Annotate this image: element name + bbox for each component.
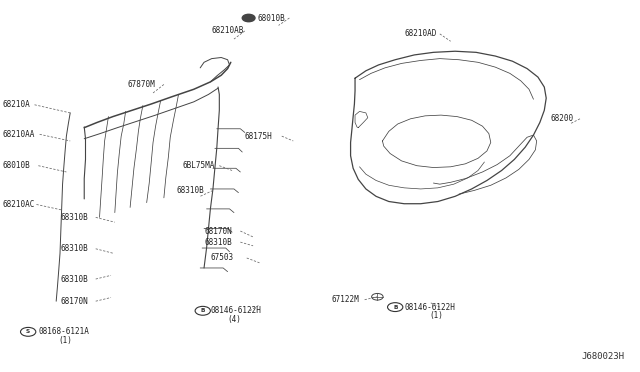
Text: 68010B: 68010B <box>3 161 31 170</box>
Text: (4): (4) <box>228 315 241 324</box>
Text: 68210AB: 68210AB <box>212 26 244 35</box>
Text: 67870M: 67870M <box>127 80 156 89</box>
Text: (1): (1) <box>429 311 444 320</box>
Text: J680023H: J680023H <box>582 352 625 361</box>
Text: S: S <box>26 329 30 334</box>
Text: 08168-6121A: 08168-6121A <box>38 327 89 336</box>
Text: 68175H: 68175H <box>245 132 273 141</box>
Text: 08146-6122H: 08146-6122H <box>211 306 261 315</box>
Text: 67122M: 67122M <box>332 295 359 304</box>
Text: (1): (1) <box>59 336 72 345</box>
Text: 68170N: 68170N <box>204 227 232 235</box>
Text: B: B <box>200 308 205 313</box>
Text: 6BL75MA: 6BL75MA <box>183 161 216 170</box>
Text: 68310B: 68310B <box>60 213 88 222</box>
Text: 68200: 68200 <box>550 114 574 123</box>
Text: 68310B: 68310B <box>204 238 232 247</box>
Text: 68310B: 68310B <box>60 244 88 253</box>
Text: 68010B: 68010B <box>257 13 285 22</box>
Text: B: B <box>393 305 397 310</box>
Circle shape <box>243 14 255 22</box>
Text: 68210AA: 68210AA <box>3 130 35 139</box>
Text: 67503: 67503 <box>211 253 234 263</box>
Text: 68310B: 68310B <box>177 186 204 195</box>
Text: 68210AC: 68210AC <box>3 200 35 209</box>
Text: 08146-6122H: 08146-6122H <box>404 302 455 312</box>
Text: 68210AD: 68210AD <box>404 29 436 38</box>
Text: 68210A: 68210A <box>3 100 31 109</box>
Text: 68310B: 68310B <box>60 275 88 283</box>
Text: 68170N: 68170N <box>60 297 88 306</box>
